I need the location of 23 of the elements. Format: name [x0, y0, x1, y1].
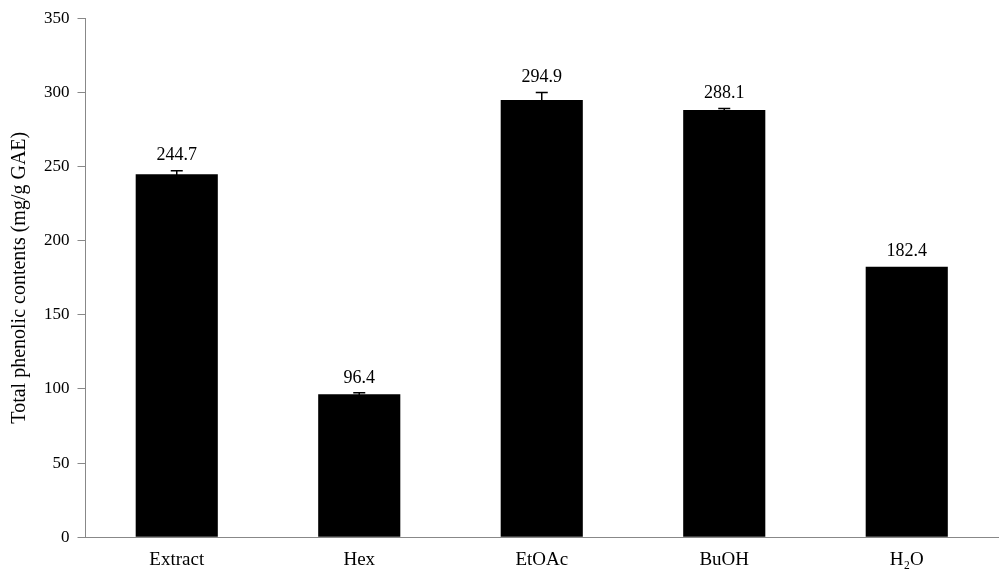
y-tick-label: 0	[61, 526, 70, 546]
bar	[318, 394, 401, 537]
x-tick-label: H₂O	[889, 547, 924, 569]
x-tick-label: Extract	[149, 547, 205, 569]
data-label: 288.1	[704, 82, 745, 103]
bar	[683, 109, 766, 537]
x-tick-label: EtOAc	[515, 547, 569, 569]
y-tick-label: 350	[44, 7, 70, 27]
data-label: 96.4	[343, 366, 375, 387]
x-tick-label: Hex	[343, 547, 376, 569]
bar	[865, 266, 948, 537]
data-label: 244.7	[156, 144, 197, 165]
bar	[135, 174, 218, 537]
y-tick-label: 250	[44, 155, 70, 175]
y-tick-label: 300	[44, 81, 70, 101]
y-tick-label: 150	[44, 304, 70, 324]
y-axis-title: Total phenolic contents (mg/g GAE)	[7, 131, 31, 424]
y-tick-label: 200	[44, 230, 70, 250]
data-label: 182.4	[886, 240, 927, 261]
y-tick-label: 50	[52, 452, 70, 472]
data-label: 294.9	[521, 66, 562, 87]
x-tick-label: BuOH	[699, 547, 750, 569]
y-tick-label: 100	[44, 378, 70, 398]
